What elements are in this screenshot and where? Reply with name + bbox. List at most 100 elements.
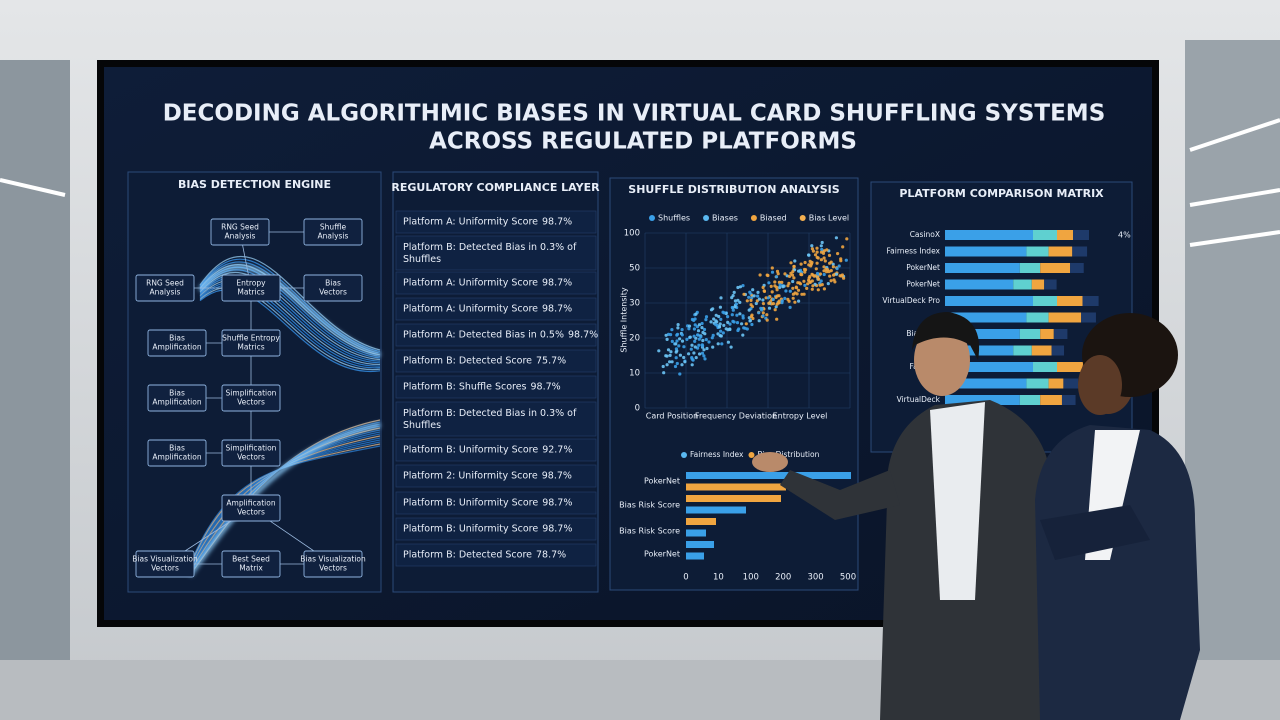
scatter-dot bbox=[815, 246, 819, 250]
matrix-bar bbox=[1073, 230, 1089, 240]
scatter-dot bbox=[700, 326, 704, 330]
scatter-dot bbox=[765, 313, 769, 317]
decor-bar bbox=[686, 541, 714, 548]
engine-node bbox=[147, 384, 207, 412]
scatter-dot bbox=[690, 363, 694, 367]
scatter-dot bbox=[781, 285, 785, 289]
scatter-dot bbox=[730, 305, 734, 310]
scatter-dot bbox=[721, 331, 725, 335]
compliance-row bbox=[395, 271, 597, 295]
x-tick-label: 10 bbox=[713, 573, 724, 583]
matrix-bar bbox=[945, 279, 1014, 290]
ceiling-light bbox=[1189, 188, 1280, 207]
x-tick-label: 300 bbox=[807, 573, 823, 583]
engine-node bbox=[147, 329, 207, 357]
matrix-bar bbox=[1048, 312, 1082, 323]
scatter-dot bbox=[835, 267, 839, 271]
scatter-dot bbox=[698, 352, 702, 356]
legend-label: Fairness Index bbox=[690, 450, 744, 459]
scatter-dot bbox=[802, 279, 806, 283]
scatter-dot bbox=[762, 289, 766, 293]
scatter-dot bbox=[732, 290, 736, 294]
scatter-dot bbox=[805, 286, 809, 290]
panel-heading: REGULATORY COMPLIANCE LAYER bbox=[391, 181, 600, 194]
scatter-dot bbox=[750, 322, 754, 327]
y-tick-label: 20 bbox=[629, 334, 640, 344]
man-head bbox=[914, 324, 970, 396]
scatter-dot bbox=[733, 305, 737, 309]
legend-swatch bbox=[649, 215, 655, 221]
scatter-dot bbox=[767, 306, 772, 310]
matrix-bar bbox=[1072, 246, 1088, 257]
scatter-dot bbox=[729, 345, 733, 349]
engine-node bbox=[221, 329, 281, 357]
scatter-dot bbox=[661, 364, 665, 369]
compliance-value: 98.7% bbox=[542, 498, 572, 509]
scatter-dot bbox=[697, 343, 701, 347]
engine-node-label: Amplification Vectors bbox=[226, 499, 275, 517]
compliance-row bbox=[395, 323, 597, 347]
scatter-dot bbox=[842, 276, 846, 280]
scatter-dot bbox=[674, 356, 678, 360]
scatter-dot bbox=[765, 318, 769, 322]
scatter-dot bbox=[717, 325, 722, 329]
scatter-dot bbox=[834, 272, 839, 276]
y-tick-label: 50 bbox=[629, 264, 640, 274]
people bbox=[752, 312, 1200, 720]
y-tick-label: 30 bbox=[629, 299, 640, 309]
x-tick-label: 200 bbox=[775, 573, 791, 583]
scatter-dot bbox=[758, 273, 762, 277]
matrix-bar bbox=[1053, 329, 1068, 339]
scatter-dot bbox=[712, 317, 716, 321]
scatter-dot bbox=[726, 315, 730, 319]
scatter-dot bbox=[807, 278, 811, 282]
matrix-bar bbox=[1048, 246, 1073, 257]
scatter-dot bbox=[822, 256, 826, 260]
title: DECODING ALGORITHMIC BIASES IN VIRTUAL C… bbox=[163, 101, 1106, 127]
legend-swatch bbox=[799, 215, 806, 221]
matrix-label: VirtualDeck bbox=[897, 395, 941, 404]
woman-suit bbox=[1035, 425, 1200, 720]
scatter-dot bbox=[770, 270, 775, 274]
scatter-dot bbox=[726, 320, 730, 324]
woman-face bbox=[1078, 355, 1122, 415]
scatter-dot bbox=[678, 353, 683, 357]
flow-glow bbox=[188, 423, 381, 577]
matrix-label: CasinoX bbox=[910, 230, 940, 239]
scatter-dot bbox=[793, 300, 797, 304]
scatter-dot bbox=[694, 312, 698, 316]
scatter-dot bbox=[778, 285, 782, 290]
scatter-dot bbox=[741, 284, 745, 288]
scatter-dot bbox=[756, 290, 760, 294]
compliance-text: Platform B: Detected Bias in 0.3% of Shuf… bbox=[403, 242, 577, 265]
scatter-dot bbox=[719, 296, 723, 300]
x-axis-label: Entropy Level bbox=[773, 412, 828, 421]
scatter-dot bbox=[773, 308, 777, 312]
scatter-dot bbox=[767, 301, 771, 305]
decor-bar bbox=[686, 506, 746, 514]
scatter-dot bbox=[699, 335, 703, 339]
scatter-dot bbox=[797, 299, 801, 303]
matrix-bar bbox=[1033, 362, 1057, 372]
scatter-dot bbox=[748, 319, 753, 323]
scatter-dot bbox=[803, 270, 807, 274]
scatter-dot bbox=[822, 265, 826, 269]
scatter-dot bbox=[693, 339, 697, 343]
scatter-dot bbox=[822, 287, 827, 291]
scatter-dot bbox=[800, 292, 804, 296]
legend-label: Bias Level bbox=[809, 214, 849, 223]
y-axis-label: Shuffle Intensity bbox=[620, 287, 629, 353]
engine-node bbox=[221, 384, 281, 412]
scatter-dot bbox=[810, 272, 814, 276]
scatter-dot bbox=[701, 338, 705, 343]
scatter-dot bbox=[693, 345, 697, 349]
matrix-bar bbox=[1013, 345, 1032, 356]
bar-category: Bias Risk Score bbox=[619, 527, 680, 536]
scatter-dot bbox=[815, 250, 819, 254]
scatter-dot bbox=[711, 345, 715, 349]
compliance-text: Platform A: Uniformity Score bbox=[403, 278, 538, 289]
scatter-dot bbox=[786, 284, 790, 288]
scatter-dot bbox=[689, 347, 693, 351]
compliance-value: 98.7% bbox=[542, 524, 572, 535]
